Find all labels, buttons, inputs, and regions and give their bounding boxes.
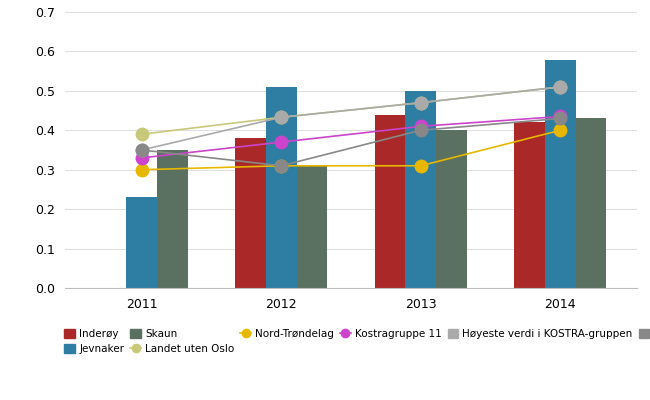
Bar [235,138,266,288]
Bar [126,197,157,288]
Bar [545,60,576,288]
Legend: Inderøy, Jevnaker, Skaun, Landet uten Oslo, Nord-Trøndelag, Kostragruppe 11, Høy: Inderøy, Jevnaker, Skaun, Landet uten Os… [64,329,650,354]
Bar [436,130,467,288]
Bar [374,114,406,288]
Bar [157,150,188,288]
Bar [406,91,436,288]
Bar [266,87,296,288]
Bar [576,118,606,288]
Bar [514,122,545,288]
Bar [296,166,328,288]
